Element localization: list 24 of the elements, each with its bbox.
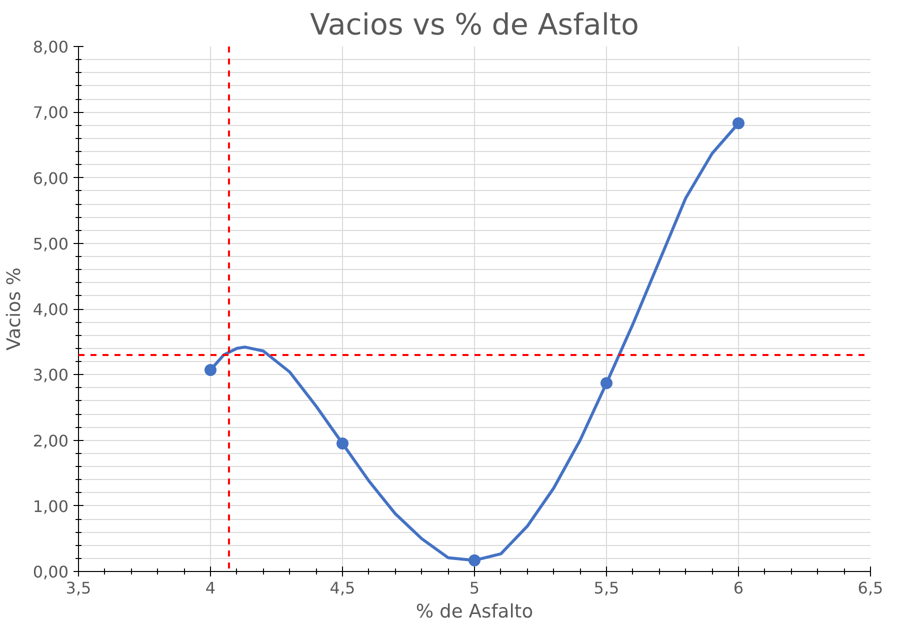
x-tick-label: 3,5: [66, 578, 92, 598]
y-tick-label: 2,00: [32, 431, 68, 450]
x-tick-label: 4: [205, 578, 216, 598]
point: [468, 554, 480, 566]
x-tick-label: 5: [469, 578, 480, 598]
x-tick-label: 6: [733, 578, 744, 598]
x-tick-label: 6,5: [858, 578, 884, 598]
point: [600, 377, 612, 390]
point: [204, 364, 216, 376]
x-tick-label: 5,5: [594, 578, 620, 598]
y-tick-label: 7,00: [32, 103, 68, 122]
y-tick-label: 4,00: [32, 300, 68, 319]
x-tick-label: 4,5: [330, 578, 356, 598]
chart-title: Vacios vs % de Asfalto: [310, 8, 639, 42]
y-tick-label: 5,00: [32, 234, 68, 254]
point: [336, 438, 348, 450]
point: [732, 117, 744, 130]
y-tick-label: 0,00: [32, 562, 68, 582]
y-tick-label: 6,00: [32, 168, 68, 188]
x-axis-title: % de Asfalto: [416, 602, 534, 622]
y-tick-label: 3,00: [32, 366, 68, 385]
y-tick-label: 8,00: [32, 38, 68, 56]
y-tick-label: 1,00: [32, 496, 68, 516]
y-axis-title: Vacios %: [4, 268, 25, 350]
